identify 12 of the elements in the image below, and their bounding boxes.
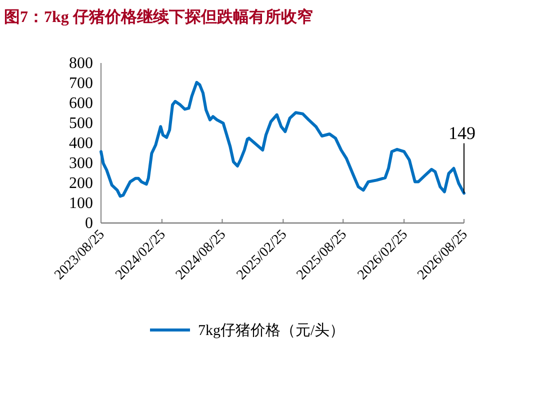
y-tick-label: 600 <box>69 95 93 112</box>
legend-label: 7kg仔猪价格（元/头） <box>198 322 345 339</box>
annotation: 149 <box>448 123 476 144</box>
y-tick-label: 800 <box>69 55 93 72</box>
y-tick-label: 500 <box>69 115 93 132</box>
y-tick-label: 700 <box>69 75 93 92</box>
y-tick-label: 400 <box>69 135 93 152</box>
y-tick-label: 0 <box>85 215 93 232</box>
y-tick-label: 100 <box>69 195 93 212</box>
y-tick-label: 200 <box>69 175 93 192</box>
chart-title: 图7：7kg 仔猪价格继续下探但跌幅有所收窄 <box>4 8 313 26</box>
y-tick-label: 300 <box>69 155 93 172</box>
